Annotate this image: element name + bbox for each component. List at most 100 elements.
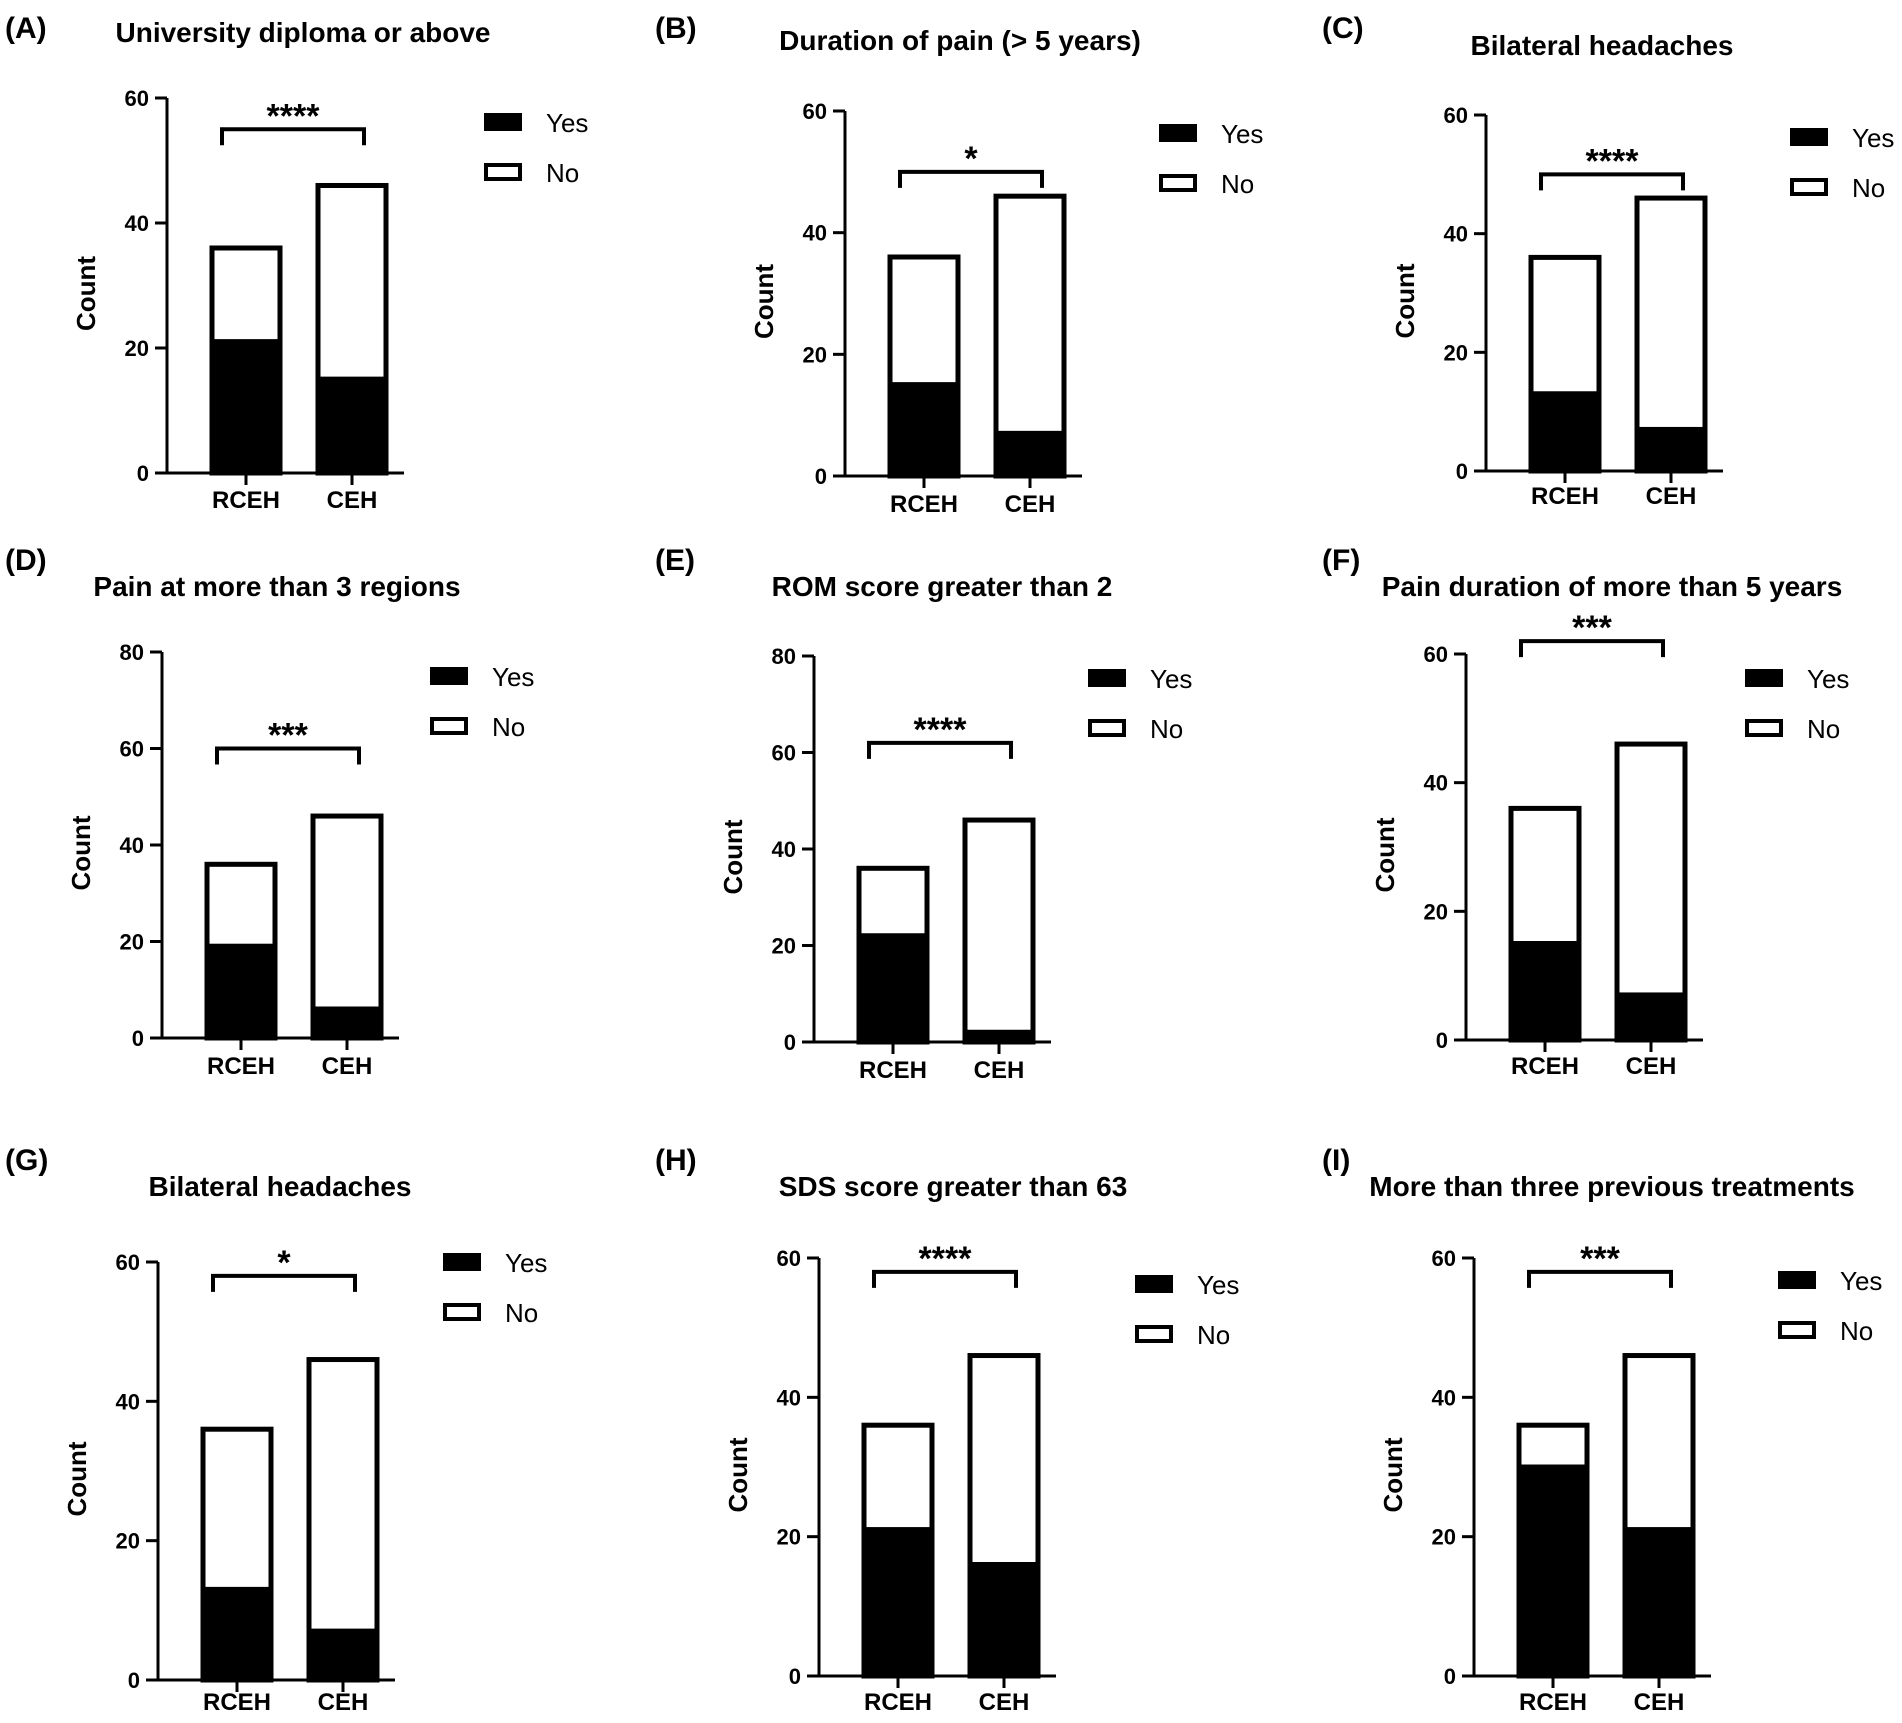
- bar-yes-rceh: [861, 1527, 935, 1679]
- panel-letter: (I): [1322, 1144, 1350, 1177]
- y-tick-label: 20: [1444, 340, 1468, 365]
- legend-swatch-yes: [430, 667, 468, 685]
- y-tick-label: 60: [803, 99, 827, 124]
- legend-label-yes: Yes: [1221, 119, 1263, 149]
- x-tick-label: CEH: [979, 1689, 1030, 1716]
- bar-no-rceh: [856, 865, 930, 939]
- y-tick-label: 40: [777, 1385, 801, 1410]
- legend-label-yes: Yes: [1807, 664, 1849, 694]
- y-tick-label: 0: [128, 1668, 140, 1693]
- y-axis-title: Count: [718, 819, 748, 894]
- y-tick-label: 20: [777, 1525, 801, 1550]
- legend-swatch-yes: [1790, 128, 1828, 146]
- x-tick-label: RCEH: [890, 491, 958, 518]
- bar-no-rceh: [1528, 254, 1602, 397]
- x-tick-label: RCEH: [1531, 483, 1599, 510]
- bar-no-ceh: [310, 813, 384, 1012]
- significance-bracket: [211, 1273, 357, 1292]
- legend-swatch-yes: [1159, 124, 1197, 142]
- x-tick-label: RCEH: [203, 1689, 271, 1716]
- bar-no-rceh: [204, 861, 278, 949]
- bar-yes-ceh: [310, 1006, 384, 1041]
- chart-panel: (D) Pain at more than 3 regions RCEH CEH 0 20…: [5, 544, 534, 1080]
- legend-swatch-no: [1135, 1325, 1173, 1343]
- x-tick-label: CEH: [1626, 1053, 1677, 1080]
- panel-letter: (A): [5, 12, 47, 45]
- chart-panel: (H) SDS score greater than 63 RCEH CEH 0 20 40…: [655, 1144, 1239, 1716]
- significance-bracket: [220, 127, 366, 146]
- y-tick-label: 40: [125, 211, 149, 236]
- chart-title: Duration of pain (> 5 years): [779, 25, 1141, 56]
- y-tick-label: 20: [1432, 1525, 1456, 1550]
- legend-swatch-no: [1159, 174, 1197, 192]
- panel-letter: (E): [655, 544, 695, 577]
- y-tick-label: 0: [1444, 1664, 1456, 1689]
- chart-panel: (A) University diploma or above RCEH CEH 0 20…: [5, 12, 588, 514]
- panel-letter: (D): [5, 544, 47, 577]
- x-tick-label: RCEH: [864, 1689, 932, 1716]
- bar-yes-ceh: [1614, 992, 1688, 1043]
- x-tick-label: CEH: [1634, 1689, 1685, 1716]
- significance-label: ***: [1572, 609, 1612, 647]
- bar-no-ceh: [1622, 1353, 1696, 1533]
- chart-title: Pain at more than 3 regions: [93, 571, 460, 602]
- y-tick-label: 60: [777, 1246, 801, 1271]
- bar-yes-ceh: [1622, 1527, 1696, 1679]
- legend-swatch-no: [430, 717, 468, 735]
- significance-label: ****: [914, 711, 968, 749]
- significance-bracket: [898, 169, 1044, 188]
- y-tick-label: 40: [1444, 222, 1468, 247]
- panel-letter: (B): [655, 12, 697, 45]
- bar-yes-ceh: [967, 1562, 1041, 1679]
- legend-label-yes: Yes: [1852, 123, 1894, 153]
- chart-panel: (I) More than three previous treatments RC…: [1322, 1144, 1882, 1716]
- y-tick-label: 0: [1436, 1028, 1448, 1053]
- bar-no-ceh: [1614, 741, 1688, 998]
- y-tick-label: 40: [120, 833, 144, 858]
- significance-bracket: [1527, 1269, 1673, 1288]
- y-axis-title: Count: [723, 1437, 753, 1512]
- legend-label-no: No: [1852, 173, 1885, 203]
- y-tick-label: 80: [120, 640, 144, 665]
- bar-no-rceh: [1508, 805, 1582, 947]
- significance-bracket: [867, 740, 1013, 759]
- bar-yes-ceh: [993, 430, 1067, 479]
- panel-letter: (F): [1322, 544, 1360, 577]
- y-tick-label: 40: [772, 837, 796, 862]
- legend-swatch-no: [1778, 1321, 1816, 1339]
- legend-label-no: No: [1150, 714, 1183, 744]
- bar-no-ceh: [1634, 195, 1708, 432]
- y-tick-label: 20: [120, 930, 144, 955]
- panel-letter: (C): [1322, 12, 1364, 45]
- x-tick-label: RCEH: [212, 487, 280, 514]
- significance-bracket: [215, 746, 361, 765]
- legend-swatch-yes: [1135, 1275, 1173, 1293]
- bar-no-rceh: [209, 245, 283, 345]
- legend-swatch-no: [1790, 178, 1828, 196]
- y-tick-label: 40: [1432, 1385, 1456, 1410]
- legend-label-yes: Yes: [1197, 1270, 1239, 1300]
- legend-label-yes: Yes: [546, 108, 588, 138]
- bar-yes-rceh: [1516, 1464, 1590, 1679]
- chart-title: SDS score greater than 63: [779, 1171, 1128, 1202]
- y-tick-label: 40: [1424, 771, 1448, 796]
- y-tick-label: 0: [815, 464, 827, 489]
- bar-no-ceh: [962, 817, 1036, 1035]
- significance-label: ****: [919, 1240, 973, 1278]
- x-tick-label: CEH: [1005, 491, 1056, 518]
- legend-swatch-yes: [1778, 1271, 1816, 1289]
- legend-label-yes: Yes: [1840, 1266, 1882, 1296]
- significance-label: ***: [268, 717, 308, 755]
- legend-swatch-yes: [484, 113, 522, 131]
- legend-label-no: No: [505, 1298, 538, 1328]
- y-tick-label: 0: [784, 1030, 796, 1055]
- x-tick-label: CEH: [974, 1057, 1025, 1084]
- bar-yes-ceh: [306, 1628, 380, 1683]
- chart-title: Pain duration of more than 5 years: [1382, 571, 1843, 602]
- y-tick-label: 20: [116, 1529, 140, 1554]
- x-tick-label: RCEH: [207, 1053, 275, 1080]
- legend-label-no: No: [1840, 1316, 1873, 1346]
- chart-panel: (E) ROM score greater than 2 RCEH CEH 0 20 40 6…: [655, 544, 1192, 1084]
- significance-bracket: [1539, 172, 1685, 191]
